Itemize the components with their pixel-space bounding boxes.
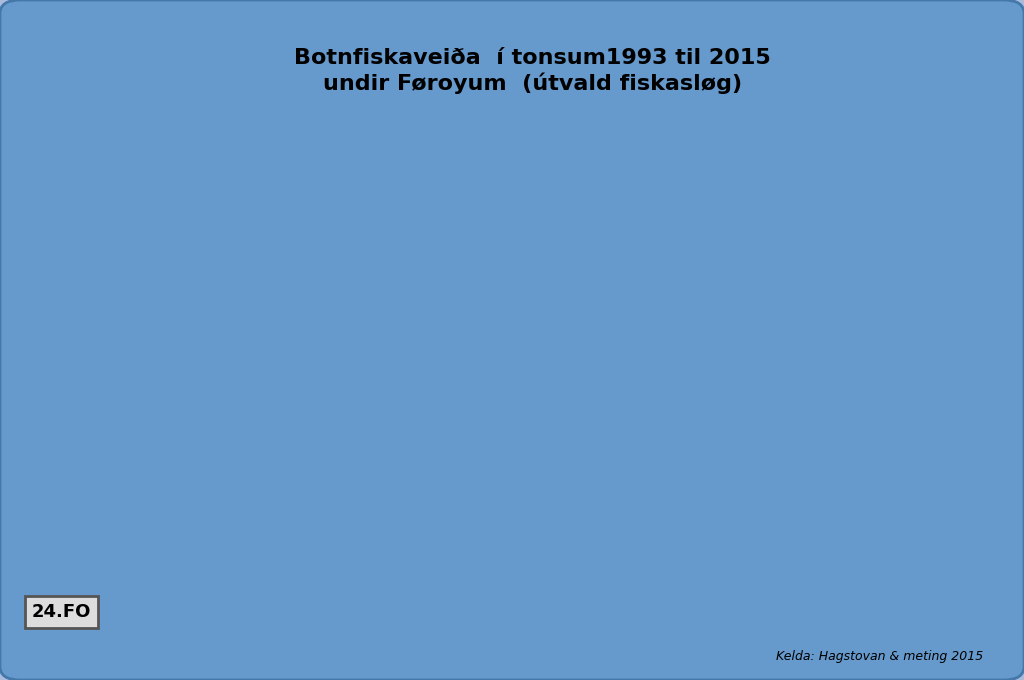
Bar (264, 318, 291, 385)
Bar (519, 335, 545, 431)
Bar (264, 420, 291, 568)
Bar (555, 472, 582, 568)
Bar (446, 409, 472, 431)
Bar (810, 531, 836, 568)
Bar (883, 534, 908, 568)
Bar (519, 431, 545, 568)
Bar (264, 385, 291, 420)
Bar (337, 475, 364, 568)
Bar (156, 399, 181, 532)
Bar (883, 525, 908, 534)
Bar (700, 340, 727, 511)
Bar (592, 194, 617, 427)
Bar (228, 486, 254, 568)
Bar (955, 512, 981, 531)
Bar (628, 498, 654, 568)
Bar (773, 409, 800, 505)
Bar (592, 427, 617, 475)
Text: undir Føroyum  (útvald fiskasløg): undir Føroyum (útvald fiskasløg) (323, 73, 742, 95)
Bar (410, 435, 436, 483)
Legend: UPSI, HÝSA, TOSKUR: UPSI, HÝSA, TOSKUR (855, 113, 981, 227)
Bar (737, 514, 763, 568)
Bar (555, 427, 582, 472)
Bar (773, 538, 800, 568)
Bar (410, 305, 436, 435)
Bar (955, 531, 981, 568)
Bar (810, 405, 836, 520)
Bar (628, 235, 654, 460)
Bar (665, 472, 690, 498)
Bar (228, 372, 254, 468)
Bar (919, 439, 945, 520)
Bar (773, 505, 800, 538)
Bar (191, 511, 218, 529)
Bar (374, 439, 399, 498)
Bar (446, 246, 472, 409)
Bar (301, 442, 327, 568)
Bar (919, 531, 945, 568)
Bar (592, 475, 617, 568)
Bar (846, 524, 872, 531)
Bar (810, 520, 836, 531)
Bar (337, 398, 364, 475)
Bar (410, 483, 436, 568)
Bar (700, 529, 727, 568)
Bar (628, 460, 654, 498)
Bar (337, 305, 364, 398)
Bar (374, 320, 399, 439)
Bar (301, 301, 327, 379)
Bar (919, 520, 945, 531)
Bar (555, 235, 582, 427)
Bar (519, 175, 545, 335)
Bar (301, 379, 327, 442)
Bar (374, 498, 399, 568)
Bar (665, 268, 690, 472)
Bar (737, 347, 763, 496)
Bar (665, 498, 690, 568)
Bar (228, 468, 254, 486)
Bar (955, 420, 981, 512)
Bar (737, 496, 763, 514)
Text: Kelda: Hagstovan & meting 2015: Kelda: Hagstovan & meting 2015 (776, 650, 983, 663)
Bar (156, 532, 181, 540)
Bar (191, 392, 218, 511)
Bar (482, 335, 509, 427)
Text: Botnfiskaveiða  í tonsum1993 til 2015: Botnfiskaveiða í tonsum1993 til 2015 (294, 48, 771, 68)
Bar (846, 405, 872, 524)
Bar (700, 511, 727, 529)
Bar (883, 437, 908, 525)
Bar (446, 431, 472, 568)
Text: 24.FO: 24.FO (32, 603, 91, 621)
Bar (156, 540, 181, 568)
Bar (482, 427, 509, 568)
Bar (191, 529, 218, 568)
Bar (846, 531, 872, 568)
Bar (482, 150, 509, 335)
